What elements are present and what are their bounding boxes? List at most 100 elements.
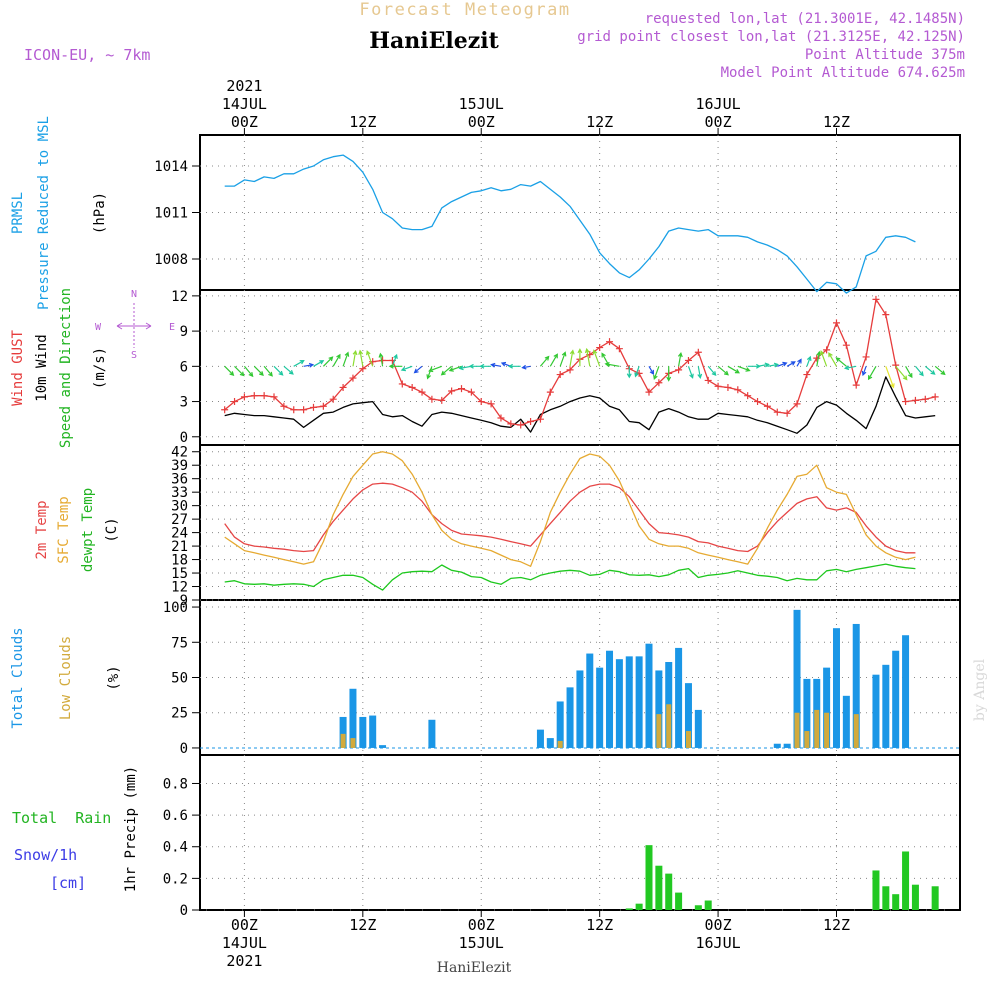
station-title: HaniElezit: [369, 28, 499, 54]
ytick-label: 33: [171, 485, 188, 501]
wind-vector: [273, 365, 284, 376]
year-label-bottom: 2021: [226, 952, 262, 970]
total-cloud-bar: [615, 659, 623, 748]
grid: [200, 135, 960, 911]
wind-vector: [224, 365, 235, 376]
low-cloud-bar: [853, 714, 859, 748]
total-cloud-bar: [793, 609, 801, 748]
gust-point: [615, 345, 623, 353]
wind-vector: [342, 351, 350, 367]
gust-point: [902, 398, 910, 406]
wind-vector: [507, 363, 521, 369]
gust-point: [428, 395, 436, 403]
total-cloud-bar: [359, 716, 367, 748]
wind-vector: [283, 365, 294, 375]
ytick-label: 42: [171, 445, 188, 461]
gust-point: [458, 385, 466, 393]
low-cloud-bar: [814, 709, 820, 748]
wind-vector: [332, 353, 341, 367]
ytick-label: 12: [171, 580, 188, 596]
gust-point: [339, 383, 347, 391]
point-altitude: Point Altitude 375m: [805, 47, 965, 63]
gust-point: [300, 406, 308, 414]
wind-vector: [313, 360, 325, 367]
ytick-label: 0.8: [163, 776, 188, 792]
wind-vector: [653, 366, 660, 380]
temp-2m-line: [224, 482, 916, 554]
time-label-top: 00Z: [705, 113, 732, 131]
total-cloud-bar: [902, 635, 910, 748]
wind-vector: [604, 362, 620, 367]
total-cloud-bar: [842, 695, 850, 748]
gust-point: [606, 338, 614, 346]
gust-point: [793, 400, 801, 408]
total-cloud-bar: [536, 729, 544, 748]
ytick-label: 100: [163, 600, 188, 616]
date-label-bottom: 14JUL: [222, 934, 267, 952]
ytick-label: 12: [171, 289, 188, 305]
wind-vector: [293, 359, 305, 367]
ytick-label: 0.6: [163, 808, 188, 824]
sfc-label: SFC Temp: [56, 496, 72, 563]
total-cloud-bar: [606, 650, 614, 748]
date-label-bottom: 16JUL: [695, 934, 740, 952]
gust-point: [280, 402, 288, 410]
rain-bar: [625, 908, 633, 910]
gust-point: [931, 393, 939, 401]
precip-ylabel: 1hr Precip (mm): [123, 766, 139, 892]
wind-vector: [717, 365, 729, 376]
time-label-top: 12Z: [586, 113, 613, 131]
wind-vector: [677, 351, 683, 367]
total-cloud-bar: [339, 716, 347, 748]
gust-point: [546, 388, 554, 396]
wind-vector: [819, 350, 828, 367]
ytick-label: 6: [180, 359, 188, 375]
gust-point: [744, 392, 752, 400]
wind-unit: (m/s): [92, 347, 108, 389]
wind-vector: [521, 364, 531, 370]
wind-vector: [413, 365, 423, 374]
wind-vector: [885, 366, 895, 389]
gust-point: [270, 393, 278, 401]
ytick-label: 1011: [154, 206, 188, 222]
wind-vector: [796, 358, 802, 367]
wind-vector: [816, 350, 822, 367]
time-label-bottom: 00Z: [231, 916, 258, 934]
gust-point: [763, 402, 771, 410]
rain-bar: [931, 886, 939, 910]
rain-bar: [882, 886, 890, 910]
ytick-label: 39: [171, 458, 188, 474]
gust-point: [221, 406, 229, 414]
gust-point: [675, 366, 683, 374]
gust-point: [536, 415, 544, 423]
year-label-top: 2021: [226, 77, 262, 95]
total-cloud-bar: [546, 738, 554, 748]
temp-unit: (C): [104, 517, 120, 542]
wind-vector: [366, 350, 374, 367]
wind-gust-label: Wind GUST: [10, 330, 26, 406]
ytick-label: 24: [171, 526, 188, 542]
wind-vector: [648, 365, 655, 375]
wind-vector: [895, 365, 908, 381]
wind-vector: [806, 355, 812, 367]
low-cloud-bar: [350, 738, 356, 748]
ytick-label: 1008: [154, 252, 188, 268]
forecast-title: Forecast Meteogram: [359, 0, 570, 20]
gust-point: [329, 395, 337, 403]
total-cloud-bar: [773, 743, 781, 748]
wind-vector: [322, 356, 334, 367]
ytick-label: 0: [180, 741, 188, 757]
clouds-unit: (%): [106, 665, 122, 690]
gust-point: [803, 371, 811, 379]
ytick-label: 9: [180, 593, 188, 609]
rain-bar: [872, 870, 880, 910]
gust-point: [862, 353, 870, 361]
wind-vector: [243, 365, 254, 378]
total-cloud-bar: [684, 683, 692, 748]
gust-point: [467, 388, 475, 396]
gust-point: [684, 356, 692, 364]
chart-marks: [200, 154, 960, 911]
time-label-bottom: 00Z: [468, 916, 495, 934]
temp-sfc-line: [224, 451, 916, 567]
wind-vector: [263, 365, 273, 377]
